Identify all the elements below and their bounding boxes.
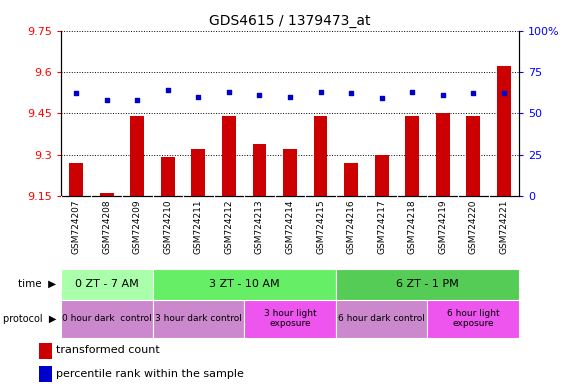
Bar [191, 149, 205, 196]
Text: 6 hour dark control: 6 hour dark control [338, 314, 425, 323]
Bar [222, 116, 236, 196]
Point [133, 97, 142, 103]
Text: protocol  ▶: protocol ▶ [3, 314, 56, 324]
Bar [252, 144, 266, 196]
Text: GSM724220: GSM724220 [469, 200, 478, 254]
Bar [61, 269, 153, 300]
Text: GSM724221: GSM724221 [499, 200, 508, 254]
Bar [39, 343, 52, 359]
Bar [427, 300, 519, 338]
Point [71, 90, 81, 96]
Bar [153, 300, 244, 338]
Text: GSM724208: GSM724208 [102, 200, 111, 254]
Bar [336, 300, 427, 338]
Text: 3 ZT - 10 AM: 3 ZT - 10 AM [209, 279, 280, 289]
Point [408, 89, 417, 95]
Bar [100, 193, 114, 196]
Text: GSM724209: GSM724209 [133, 200, 142, 254]
Text: GSM724207: GSM724207 [72, 200, 81, 254]
Point [255, 92, 264, 98]
Point [438, 92, 447, 98]
Point [316, 89, 325, 95]
Text: 0 ZT - 7 AM: 0 ZT - 7 AM [75, 279, 139, 289]
Text: transformed count: transformed count [56, 345, 160, 355]
Bar [436, 113, 450, 196]
Point [285, 94, 295, 100]
Bar [497, 66, 511, 196]
Bar [336, 269, 519, 300]
Bar [61, 300, 153, 338]
Bar [314, 116, 328, 196]
Text: GSM724217: GSM724217 [377, 200, 386, 254]
Text: 3 hour light
exposure: 3 hour light exposure [264, 309, 316, 328]
Bar [153, 269, 336, 300]
Text: GSM724219: GSM724219 [438, 200, 447, 254]
Text: GSM724213: GSM724213 [255, 200, 264, 254]
Title: GDS4615 / 1379473_at: GDS4615 / 1379473_at [209, 14, 371, 28]
Text: GSM724215: GSM724215 [316, 200, 325, 254]
Bar [161, 157, 175, 196]
Point [194, 94, 203, 100]
Text: GSM724218: GSM724218 [408, 200, 416, 254]
Bar [244, 300, 336, 338]
Text: percentile rank within the sample: percentile rank within the sample [56, 369, 244, 379]
Point [377, 95, 386, 101]
Text: 0 hour dark  control: 0 hour dark control [62, 314, 151, 323]
Text: 3 hour dark control: 3 hour dark control [155, 314, 242, 323]
Text: GSM724210: GSM724210 [164, 200, 172, 254]
Bar [69, 163, 83, 196]
Bar [344, 163, 358, 196]
Text: 6 hour light
exposure: 6 hour light exposure [447, 309, 499, 328]
Bar [130, 116, 144, 196]
Bar [375, 154, 389, 196]
Point [499, 90, 509, 96]
Bar [283, 149, 297, 196]
Text: 6 ZT - 1 PM: 6 ZT - 1 PM [396, 279, 459, 289]
Bar [466, 116, 480, 196]
Point [102, 97, 111, 103]
Bar [405, 116, 419, 196]
Point [224, 89, 234, 95]
Text: GSM724216: GSM724216 [347, 200, 356, 254]
Point [346, 90, 356, 96]
Text: GSM724214: GSM724214 [285, 200, 295, 254]
Text: time  ▶: time ▶ [18, 279, 56, 289]
Text: GSM724212: GSM724212 [224, 200, 233, 254]
Text: GSM724211: GSM724211 [194, 200, 203, 254]
Point [469, 90, 478, 96]
Point [163, 87, 172, 93]
Bar [39, 366, 52, 382]
